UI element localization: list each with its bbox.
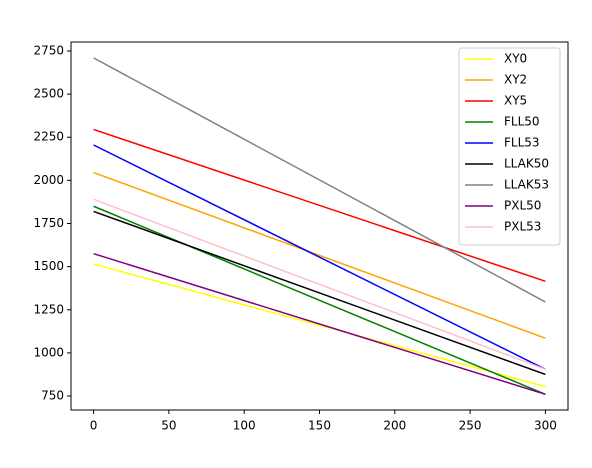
y-tick-label: 2750 [33, 43, 64, 57]
legend-label: XY5 [504, 94, 527, 108]
y-tick-label: 2500 [33, 87, 64, 101]
x-tick-label: 250 [459, 419, 482, 433]
legend-label: FLL50 [504, 115, 540, 129]
legend-label: PXL50 [504, 199, 541, 213]
series-line [93, 144, 546, 370]
series-line [93, 252, 546, 396]
series-line [93, 198, 546, 370]
legend-box [458, 47, 561, 246]
series-line [93, 171, 546, 339]
y-tick-label: 2250 [33, 130, 64, 144]
legend-label: XY2 [504, 73, 527, 87]
y-tick-label: 750 [41, 389, 64, 403]
y-tick-label: 1500 [33, 259, 64, 273]
legend-label: LLAK50 [504, 157, 549, 171]
legend-label: XY0 [504, 52, 527, 66]
y-tick-label: 2000 [33, 173, 64, 187]
x-tick-label: 100 [233, 419, 256, 433]
series-line [93, 128, 546, 283]
y-tick-label: 1250 [33, 302, 64, 316]
x-tick-label: 50 [161, 419, 176, 433]
y-tick-label: 1750 [33, 216, 64, 230]
x-tick-label: 150 [308, 419, 331, 433]
x-tick-label: 300 [534, 419, 557, 433]
x-tick-label: 200 [383, 419, 406, 433]
series-line [93, 210, 546, 376]
series-line [93, 57, 546, 303]
y-tick-label: 1000 [33, 345, 64, 359]
series-line [93, 263, 546, 388]
legend-label: FLL53 [504, 136, 540, 150]
series-line [93, 205, 546, 395]
legend-label: PXL53 [504, 220, 541, 234]
x-tick-label: 0 [90, 419, 98, 433]
legend-label: LLAK53 [504, 178, 549, 192]
